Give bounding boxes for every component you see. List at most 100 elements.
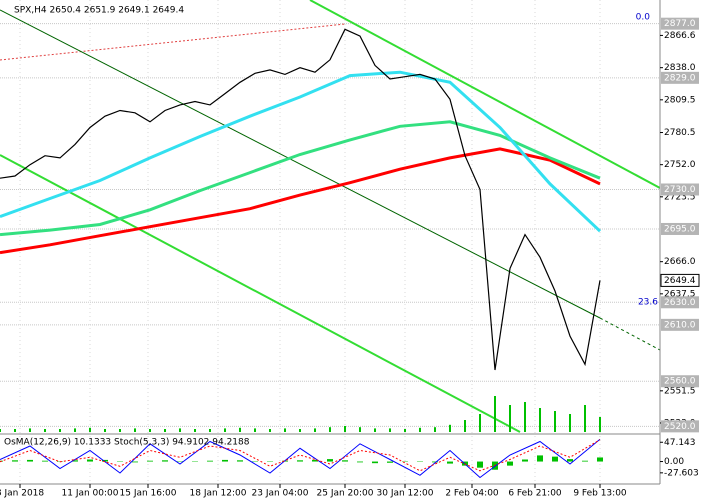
osma-bar [507,461,513,466]
fib-label: 23.6 [638,298,658,308]
grid-layer [0,0,660,484]
volume-bar [329,427,331,432]
volume-bar [209,429,211,432]
osma-bar [387,461,393,463]
trend-line [0,23,346,61]
osma-bar [237,460,243,462]
osma-bar [87,459,93,462]
osma-bar [357,461,363,463]
volume-bar [14,429,16,432]
volume-bar [194,429,196,432]
volume-bar [44,429,46,432]
volume-bar [59,429,61,432]
volume-bar [449,424,451,432]
y-tick-label: 2866.6 [664,31,696,41]
volume-bar [374,428,376,432]
stoch-line [0,439,601,472]
y-tick-label: 2838.0 [664,63,696,73]
price-line [0,28,601,371]
current-price-label: 2649.4 [664,276,696,286]
osma-bar [207,460,213,462]
oscillator-title: OsMA(12,26,9) 10.1333 Stoch(5,3,3) 94.91… [4,438,250,448]
volume-bar [134,428,136,432]
level-label: 2610.0 [664,320,696,330]
volume-bar [269,429,271,432]
volume-bar [524,402,526,432]
chart-title: SPX,H4 2650.4 2651.9 2649.1 2649.4 [14,6,184,16]
volume-bar [149,429,151,432]
x-tick-label: 15 Jan 16:00 [120,489,177,499]
level-label: 2695.0 [664,224,696,234]
level-label: 2730.0 [664,185,696,195]
level-box [661,71,699,84]
x-tick-label: 30 Jan 12:00 [377,489,434,499]
osma-bar [132,461,138,463]
plot-layer [0,28,603,479]
volume-bar [299,429,301,432]
volume-bar [554,411,556,432]
x-tick-label: 2 Feb 04:00 [445,489,499,499]
osma-bar [447,461,453,464]
volume-bar [389,428,391,432]
volume-bar [314,428,316,432]
osc-tick-label: -27.603 [664,468,699,478]
volume-bar [344,426,346,432]
level-box [661,17,699,30]
price-line [0,70,602,233]
fib-label: 0.0 [636,13,651,23]
osma-bar [522,459,528,462]
x-tick-label: 18 Jan 12:00 [190,489,247,499]
volume-bar [584,405,586,432]
osma-bar [162,460,168,462]
stoch-line [0,438,601,479]
level-box [661,222,699,235]
price-line [0,147,601,255]
osma-bar [537,455,543,462]
trend-line [599,317,661,351]
channel-line [309,0,661,189]
osma-bar [12,460,18,462]
y-tick-label: 2637.5 [664,289,696,299]
osma-bar [432,461,438,463]
volume-bar [464,420,466,432]
osc-tick-label: 47.143 [664,438,696,448]
volume-bar [239,427,241,432]
osma-bar [567,459,573,462]
y-tick-label: 2723.5 [664,192,696,202]
volume-bar [479,414,481,432]
osma-bar [147,460,153,462]
volume-bar [104,429,106,432]
y-tick-label: 2551.5 [664,386,696,396]
level-box [661,375,699,388]
level-label: 2877.0 [664,19,696,29]
osma-bar [27,459,33,462]
level-box [661,296,699,309]
volume-bar [599,417,601,432]
volume-bar [494,396,496,432]
volume-bar [509,405,511,432]
osma-bar [297,460,303,462]
osma-bar [222,459,228,462]
volume-bar [359,427,361,432]
price-line [0,120,601,237]
volume-bar [254,428,256,432]
osma-bar [327,459,333,462]
level-label: 2560.0 [664,377,696,387]
osma-bar [552,456,558,462]
osma-bar [342,460,348,462]
level-box [661,183,699,196]
volume-bar [0,429,1,432]
x-tick-label: 25 Jan 20:00 [317,489,374,499]
level-label: 2630.0 [664,298,696,308]
volume-bar [569,414,571,432]
volume-bar [434,427,436,432]
y-tick-label: 2752.0 [664,160,696,170]
volume-bar [284,428,286,432]
x-tick-label: 8 Jan 2018 [0,489,44,499]
x-tick-label: 23 Jan 04:00 [252,489,309,499]
trend-lines [0,0,661,433]
level-box [661,318,699,331]
volume-bar [404,429,406,432]
